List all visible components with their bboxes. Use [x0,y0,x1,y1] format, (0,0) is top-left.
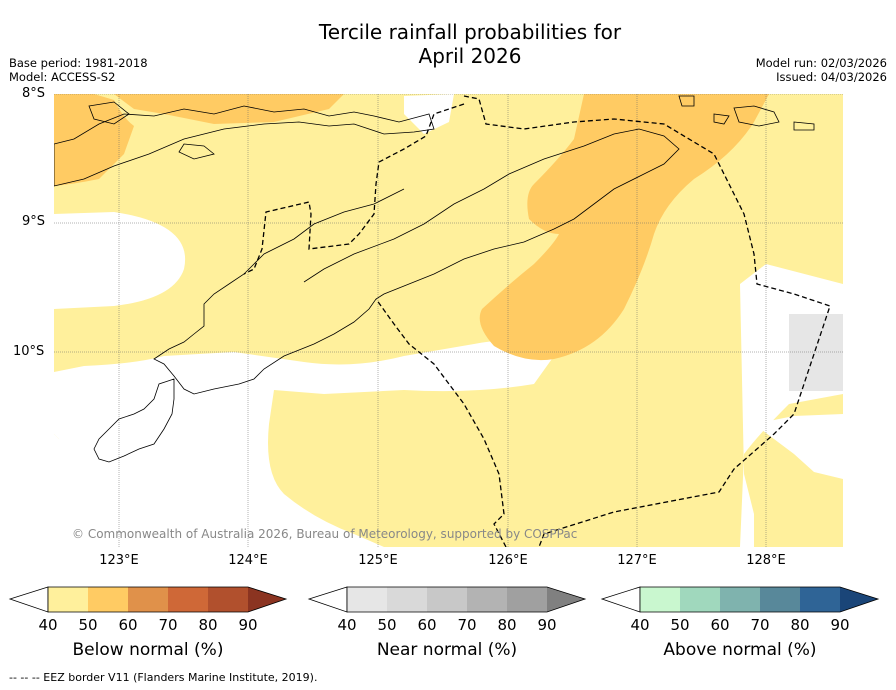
below-normal-50-60-north [114,94,344,124]
colorbar-over-arrow [547,587,585,612]
colorbar-tick-label: 50 [670,616,690,634]
no-signal-area-southeast [754,414,843,479]
below-normal-50-60-east [479,94,769,361]
graticule [54,94,843,547]
colorbar-outline [639,586,880,613]
colorbar-tick-label: 40 [630,616,650,634]
colorbar-below-normal [8,586,288,613]
colorbar-tick-label: 50 [78,616,98,634]
issued-date: Issued: 04/03/2026 [776,70,887,84]
colorbar-segment [760,587,800,612]
no-signal-area-west [54,212,186,309]
colorbar-tick-label: 40 [38,616,58,634]
eez-border [243,95,831,547]
colorbar-tick-label: 70 [457,616,477,634]
colorbar-near-normal [307,586,587,613]
copyright-note: © Commonwealth of Australia 2026, Bureau… [72,527,578,541]
colorbar-segment [427,587,467,612]
colorbar-under-arrow [600,586,641,613]
colorbar-tick-label: 80 [198,616,218,634]
colorbar-segment [128,587,168,612]
colorbar-segment [48,587,88,612]
colorbar-segment [347,587,387,612]
title-line-1: Tercile rainfall probabilities for [318,20,622,44]
colorbar-tick-label: 40 [337,616,357,634]
probability-map [54,94,843,547]
model-name: Model: ACCESS-S2 [9,70,116,84]
lat-label-8s: 8°S [22,86,46,101]
colorbar-tick-label: 70 [750,616,770,634]
lon-label-123e: 123°E [99,553,139,568]
lon-label-128e: 128°E [746,553,786,568]
colorbar-tick-label: 60 [710,616,730,634]
colorbar-segment [720,587,760,612]
colorbar-outline [346,586,587,613]
colorbar-tick-label: 60 [417,616,437,634]
colorbar-tick-label: 80 [497,616,517,634]
lat-label-9s: 9°S [22,214,46,229]
map-title: Tercile rainfall probabilities for April… [270,20,670,68]
model-run: Model run: 02/03/2026 [755,56,887,70]
no-signal-area-southwest [54,340,554,547]
colorbar-above-normal [600,586,880,613]
colorbar-tick-label: 60 [118,616,138,634]
footer-note: -- -- -- EEZ border V11 (Flanders Marine… [9,671,318,684]
colorbar-segment [387,587,427,612]
colorbars [8,586,880,613]
below-normal-50-60-northwest [54,94,134,186]
lon-label-125e: 125°E [358,553,398,568]
lon-label-124e: 124°E [228,553,268,568]
colorbar-segment [680,587,720,612]
colorbar-tick-label: 90 [830,616,850,634]
colorbar-segment [467,587,507,612]
colorbar-segment [800,587,840,612]
colorbar-over-arrow [248,587,286,612]
colorbar-over-arrow [840,587,878,612]
colorbar-tick-label: 90 [537,616,557,634]
colorbar-segment [208,587,248,612]
no-signal-area-south [54,434,74,489]
lat-label-10s: 10°S [13,344,45,359]
colorbar-under-arrow [8,586,49,613]
colorbar-segment [168,587,208,612]
colorbar-segment [88,587,128,612]
label-below-normal: Below normal (%) [72,640,224,660]
colorbar-tick-label: 80 [790,616,810,634]
lon-label-127e: 127°E [617,553,657,568]
colorbar-segment [640,587,680,612]
meta-left: Base period: 1981-2018 Model: ACCESS-S2 [9,56,148,84]
label-near-normal: Near normal (%) [376,640,518,660]
lon-label-126e: 126°E [488,553,528,568]
base-period: Base period: 1981-2018 [9,56,148,70]
coastlines [54,95,815,463]
title-line-2: April 2026 [418,44,522,68]
near-normal-40-50 [789,314,843,391]
meta-right: Model run: 02/03/2026 Issued: 04/03/2026 [756,56,887,84]
colorbar-outline [47,586,288,613]
colorbar-under-arrow [307,586,348,613]
label-above-normal: Above normal (%) [663,640,817,660]
colorbar-tick-label: 90 [238,616,258,634]
colorbar-tick-label: 70 [158,616,178,634]
colorbar-tick-label: 50 [377,616,397,634]
colorbar-segment [507,587,547,612]
